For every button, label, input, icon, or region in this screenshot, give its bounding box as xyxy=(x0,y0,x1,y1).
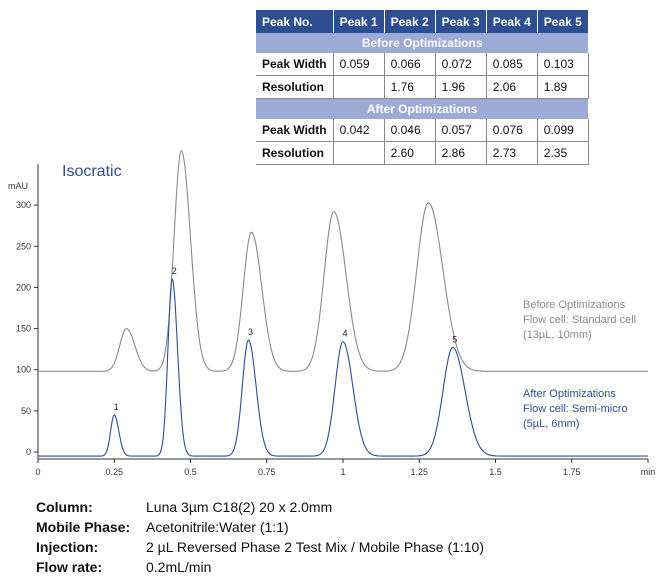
peak-label: 1 xyxy=(114,402,119,412)
table-cell: 2.35 xyxy=(537,141,589,165)
table-header-cell: Peak 1 xyxy=(333,10,385,33)
condition-row: Flow rate: 0.2mL/min xyxy=(36,557,484,577)
condition-row: Injection: 2 µL Reversed Phase 2 Test Mix… xyxy=(36,537,484,557)
y-tick-label: 300 xyxy=(16,200,31,210)
table-row: Resolution 2.60 2.86 2.73 2.35 xyxy=(256,141,589,165)
table-cell: 1.96 xyxy=(435,75,487,99)
table-row-label: Peak Width xyxy=(256,119,334,142)
table-header-row: Peak No. Peak 1 Peak 2 Peak 3 Peak 4 Peak 5 xyxy=(256,10,589,33)
table-header-cell: Peak 3 xyxy=(435,10,487,33)
table-cell: 0.072 xyxy=(435,53,487,76)
peak-label: 4 xyxy=(342,329,347,339)
condition-label: Injection: xyxy=(36,539,99,555)
condition-value: Acetonitrile:Water (1:1) xyxy=(146,519,289,535)
legends: Before Optimizations Flow cell: Standard … xyxy=(523,299,636,430)
peak-label: 3 xyxy=(248,327,253,337)
table-cell: 1.89 xyxy=(537,75,589,99)
series-legend-line: Flow cell: Semi-micro xyxy=(523,403,628,415)
table-cell: 0.042 xyxy=(333,119,385,142)
table-cell: 0.103 xyxy=(537,53,589,76)
condition-value: Luna 3µm C18(2) 20 x 2.0mm xyxy=(146,499,333,515)
x-tick-label: 0.75 xyxy=(258,467,276,477)
condition-row: Column: Luna 3µm C18(2) 20 x 2.0mm xyxy=(36,497,484,517)
x-tick-label: 1.5 xyxy=(489,467,502,477)
table-section-row: After Optimizations xyxy=(256,98,589,119)
table-cell: 2.73 xyxy=(486,141,538,165)
chart-title: Isocratic xyxy=(62,163,122,180)
table-header-cell: Peak 2 xyxy=(384,10,436,33)
table-cell: 2.06 xyxy=(486,75,538,99)
series-legend-line: (13µL, 10mm) xyxy=(523,329,592,341)
table-row-label: Resolution xyxy=(256,75,334,99)
table-row: Peak Width 0.042 0.046 0.057 0.076 0.099 xyxy=(256,119,589,142)
table-body: Before Optimizations Peak Width 0.059 0.066… xyxy=(256,33,589,165)
table-section-row: Before Optimizations xyxy=(256,33,589,53)
table-cell: 0.076 xyxy=(486,119,538,142)
peak-label: 5 xyxy=(452,334,457,344)
table-cell: 0.057 xyxy=(435,119,487,142)
condition-label: Mobile Phase: xyxy=(36,519,131,535)
method-conditions: Column: Luna 3µm C18(2) 20 x 2.0mm Mobile … xyxy=(36,497,484,577)
series-legend-line: After Optimizations xyxy=(523,388,616,400)
table-cell: 0.085 xyxy=(486,53,538,76)
x-tick-label: 0.25 xyxy=(105,467,123,477)
condition-row: Mobile Phase: Acetonitrile:Water (1:1) xyxy=(36,517,484,537)
table-header-cell: Peak 5 xyxy=(537,10,589,33)
condition-value: 0.2mL/min xyxy=(146,559,212,575)
x-tick-label: min xyxy=(641,467,656,477)
results-table: Peak No. Peak 1 Peak 2 Peak 3 Peak 4 Peak 5 B… xyxy=(256,10,589,165)
series-legend-line: (5µL, 6mm) xyxy=(523,418,579,430)
condition-value: 2 µL Reversed Phase 2 Test Mix / Mobile … xyxy=(146,539,485,555)
trace-after xyxy=(38,277,648,457)
traces: 1 2 3 4 5 xyxy=(38,149,648,457)
y-tick-label: 250 xyxy=(16,241,31,251)
table-row-label: Resolution xyxy=(256,141,334,165)
table-row: Resolution 1.76 1.96 2.06 1.89 xyxy=(256,75,589,99)
axes: 0 50 100 150 200 250 300 mAU 0 0.25 0.5 0.75 1 1.25 1.… xyxy=(8,164,655,477)
y-axis-label: mAU xyxy=(8,181,28,191)
x-tick-label: 1.75 xyxy=(563,467,581,477)
table-cell: 0.066 xyxy=(384,53,436,76)
table-section-title: Before Optimizations xyxy=(256,33,589,53)
table-cell: 0.059 xyxy=(333,53,385,76)
x-tick-label: 0.5 xyxy=(184,467,197,477)
table-cell xyxy=(333,75,385,99)
table-section-title: After Optimizations xyxy=(256,98,589,119)
x-tick-label: 0 xyxy=(35,467,40,477)
x-tick-label: 1.25 xyxy=(410,467,428,477)
y-tick-label: 200 xyxy=(16,282,31,292)
trace-before xyxy=(38,149,648,372)
table-cell: 2.60 xyxy=(384,141,436,165)
table-cell: 0.046 xyxy=(384,119,436,142)
y-tick-label: 150 xyxy=(16,324,31,334)
condition-label: Flow rate: xyxy=(36,559,103,575)
table-row-label: Peak Width xyxy=(256,53,334,76)
condition-label: Column: xyxy=(36,499,93,515)
y-tick-label: 50 xyxy=(21,406,31,416)
table-header-cell: Peak No. xyxy=(256,10,334,33)
table-row: Peak Width 0.059 0.066 0.072 0.085 0.103 xyxy=(256,53,589,76)
table-cell: 2.86 xyxy=(435,141,487,165)
series-legend-line: Flow cell: Standard cell xyxy=(523,314,636,326)
table-cell xyxy=(333,141,385,165)
table-cell: 0.099 xyxy=(537,119,589,142)
y-tick-label: 0 xyxy=(26,447,31,457)
table-header-cell: Peak 4 xyxy=(486,10,538,33)
x-tick-label: 1 xyxy=(340,467,345,477)
chromatogram: 0 50 100 150 200 250 300 mAU 0 0.25 0.5 0.75 1 1.25 1.… xyxy=(8,149,655,477)
peak-label: 2 xyxy=(172,266,177,276)
table-cell: 1.76 xyxy=(384,75,436,99)
series-legend-line: Before Optimizations xyxy=(523,299,626,311)
y-tick-label: 100 xyxy=(16,365,31,375)
